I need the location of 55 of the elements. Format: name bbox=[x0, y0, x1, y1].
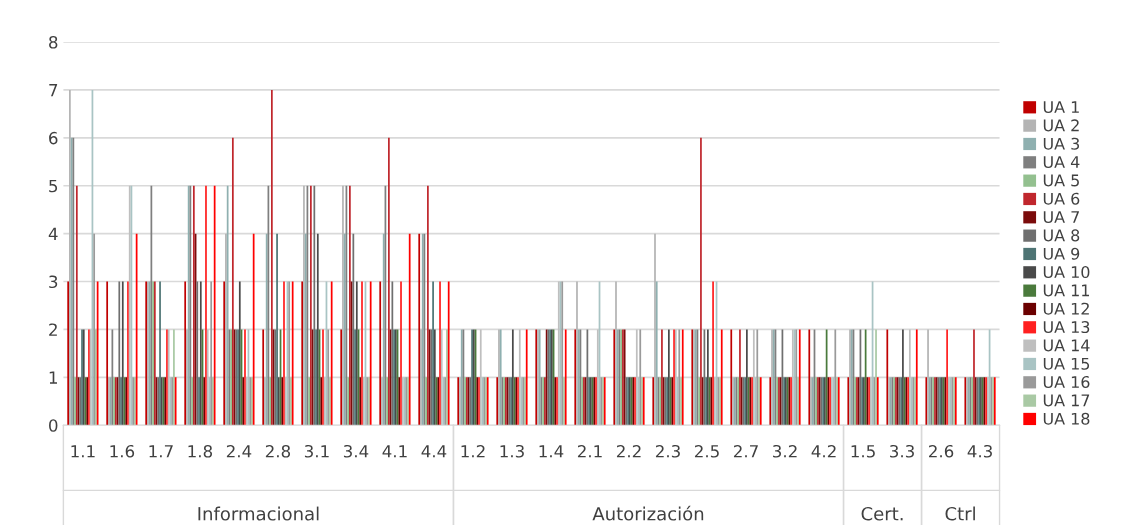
legend-label: UA 10 bbox=[1043, 266, 1090, 279]
x-tick-label: 1.3 bbox=[500, 444, 524, 458]
y-tick-label: 1 bbox=[49, 371, 57, 384]
legend-label: UA 16 bbox=[1043, 376, 1090, 389]
y-tick-label: 4 bbox=[48, 227, 58, 240]
legend-label: UA 3 bbox=[1043, 137, 1080, 150]
y-tick-label: 0 bbox=[49, 419, 58, 432]
legend-label: UA 14 bbox=[1043, 339, 1090, 352]
x-tick-label: 1.6 bbox=[110, 444, 135, 458]
y-tick-label: 2 bbox=[49, 323, 57, 336]
x-tick-label: 2.8 bbox=[265, 444, 291, 458]
text: Informacional bbox=[198, 506, 319, 521]
legend-label: UA 4 bbox=[1043, 156, 1080, 169]
x-tick-label: 1.2 bbox=[461, 444, 485, 458]
legend-label: UA 13 bbox=[1043, 321, 1090, 334]
x-tick-label: 1.8 bbox=[188, 444, 213, 458]
x-tick-label: 2.1 bbox=[577, 444, 602, 458]
y-tick-label: 8 bbox=[49, 35, 58, 49]
legend-label: UA 18 bbox=[1043, 412, 1090, 425]
x-tick-label: 2.6 bbox=[929, 444, 954, 458]
x-tick-label: 4.3 bbox=[967, 444, 992, 458]
x-tick-label: 3.3 bbox=[890, 444, 914, 458]
text: Ctrl bbox=[945, 506, 975, 521]
x-tick-label: 3.4 bbox=[343, 444, 369, 458]
legend-label: UA 11 bbox=[1043, 284, 1089, 297]
legend-label: UA 12 bbox=[1043, 302, 1089, 315]
legend-label: UA 6 bbox=[1043, 192, 1080, 205]
text: Autorización bbox=[592, 505, 704, 521]
y-tick-label: 7 bbox=[49, 84, 58, 97]
x-tick-label: 4.1 bbox=[382, 445, 407, 458]
y-tick-label: 3 bbox=[49, 275, 58, 289]
legend-label: UA 5 bbox=[1043, 174, 1079, 187]
legend-label: UA 2 bbox=[1043, 119, 1079, 132]
legend-label: UA 15 bbox=[1043, 357, 1090, 370]
x-tick-label: 2.4 bbox=[226, 444, 252, 458]
legend-label: UA 17 bbox=[1043, 394, 1090, 407]
x-tick-label: 1.5 bbox=[851, 445, 875, 458]
x-tick-label: 2.5 bbox=[694, 444, 719, 458]
x-tick-label: 2.3 bbox=[655, 444, 680, 458]
x-tick-label: 3.2 bbox=[773, 444, 797, 458]
legend-label: UA 8 bbox=[1043, 229, 1080, 242]
y-tick-label: 5 bbox=[49, 179, 58, 193]
text: Cert. bbox=[861, 506, 903, 521]
x-tick-label: 4.4 bbox=[421, 445, 447, 458]
x-tick-label: 3.1 bbox=[304, 444, 329, 458]
y-tick-label: 6 bbox=[49, 131, 58, 145]
legend-label: UA 9 bbox=[1043, 247, 1080, 260]
legend-label: UA 1 bbox=[1043, 101, 1079, 114]
x-tick-label: 4.2 bbox=[811, 444, 836, 458]
x-tick-label: 1.1 bbox=[71, 445, 95, 458]
x-tick-label: 1.7 bbox=[149, 445, 173, 458]
x-tick-label: 2.7 bbox=[733, 444, 758, 458]
x-tick-label: 1.4 bbox=[539, 445, 564, 458]
legend-label: UA 7 bbox=[1043, 211, 1079, 224]
x-tick-label: 2.2 bbox=[616, 444, 641, 458]
